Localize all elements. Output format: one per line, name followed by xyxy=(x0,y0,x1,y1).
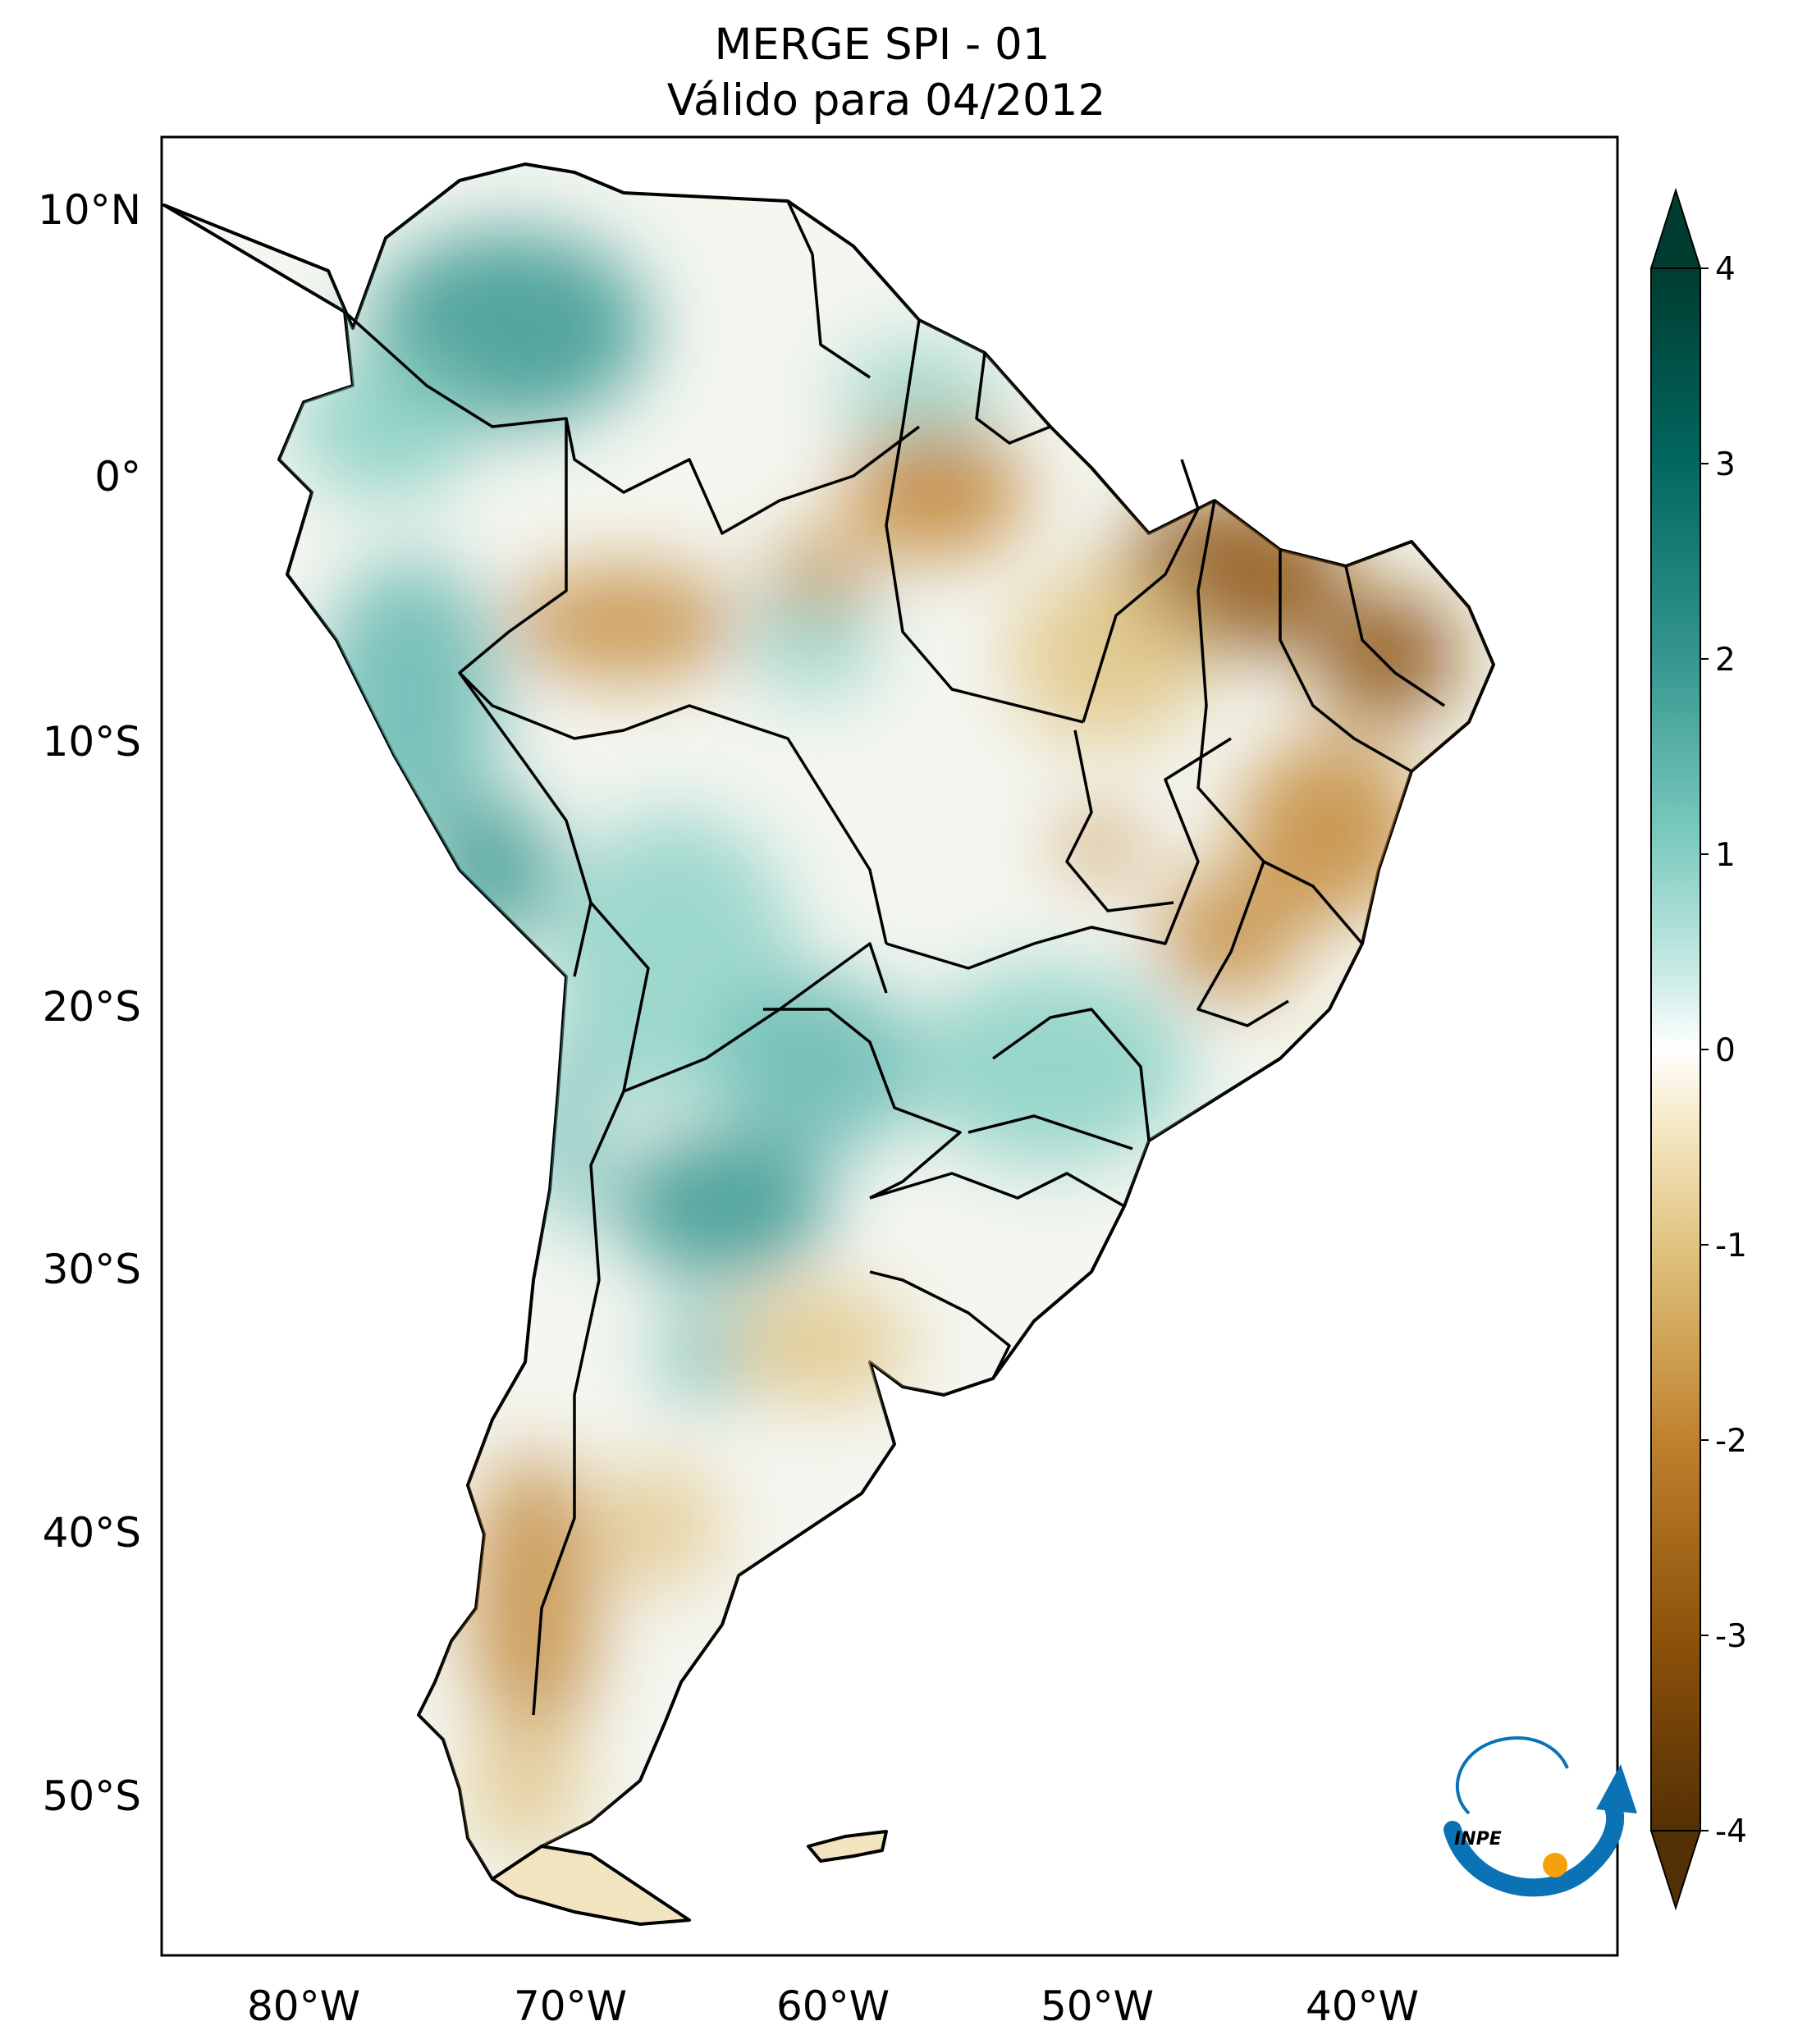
colorbar-min-extend xyxy=(1649,1830,1702,1911)
map-subtitle: Válido para 04/2012 xyxy=(667,75,1105,126)
colorbar-tick-label: 4 xyxy=(1715,251,1736,288)
colorbar-tick-label: -4 xyxy=(1715,1813,1747,1850)
falkland-islands xyxy=(807,1830,888,1863)
colorbar-tick-label: -2 xyxy=(1715,1423,1747,1460)
colorbar-tick-label: 0 xyxy=(1715,1032,1736,1069)
colorbar-tick-label: -1 xyxy=(1715,1228,1747,1264)
lat-tick-label: 40°S xyxy=(43,1509,141,1557)
longitude-axis: 80°W 70°W 60°W 50°W 40°W xyxy=(247,1982,1419,2030)
arrow-icon xyxy=(1443,1796,1625,1897)
colorbar-max-extend xyxy=(1649,187,1702,269)
colorbar-tick-label: 3 xyxy=(1715,446,1736,483)
lat-tick-label: 10°N xyxy=(38,186,141,234)
lon-tick-label: 70°W xyxy=(514,1982,627,2030)
latitude-axis: 10°N 0° 10°S 20°S 30°S 40°S 50°S xyxy=(38,186,141,1820)
lon-tick-label: 50°W xyxy=(1041,1982,1154,2030)
lat-tick-label: 0° xyxy=(94,453,141,501)
lat-tick-label: 50°S xyxy=(43,1772,141,1820)
lon-tick-label: 40°W xyxy=(1306,1982,1419,2030)
colorbar-tick-label: -3 xyxy=(1715,1618,1747,1655)
inpe-logo-text: INPE xyxy=(1454,1829,1502,1850)
inpe-logo: INPE xyxy=(1443,1736,1637,1897)
tierra-del-fuego xyxy=(491,1845,691,1926)
colorbar-gradient xyxy=(1650,268,1701,1831)
colorbar: 4 3 2 1 0 -1 -2 -3 -4 xyxy=(1649,187,1747,1911)
lat-tick-label: 20°S xyxy=(43,983,141,1031)
lon-tick-label: 60°W xyxy=(776,1982,890,2030)
lat-tick-label: 30°S xyxy=(43,1246,141,1293)
colorbar-tick-label: 2 xyxy=(1715,642,1736,679)
lon-tick-label: 80°W xyxy=(247,1982,360,2030)
political-borders xyxy=(343,200,1445,1716)
lat-tick-label: 10°S xyxy=(43,718,141,766)
map-title: MERGE SPI - 01 xyxy=(715,20,1050,70)
colorbar-tick-label: 1 xyxy=(1715,837,1736,874)
orange-dot-icon xyxy=(1543,1853,1567,1877)
